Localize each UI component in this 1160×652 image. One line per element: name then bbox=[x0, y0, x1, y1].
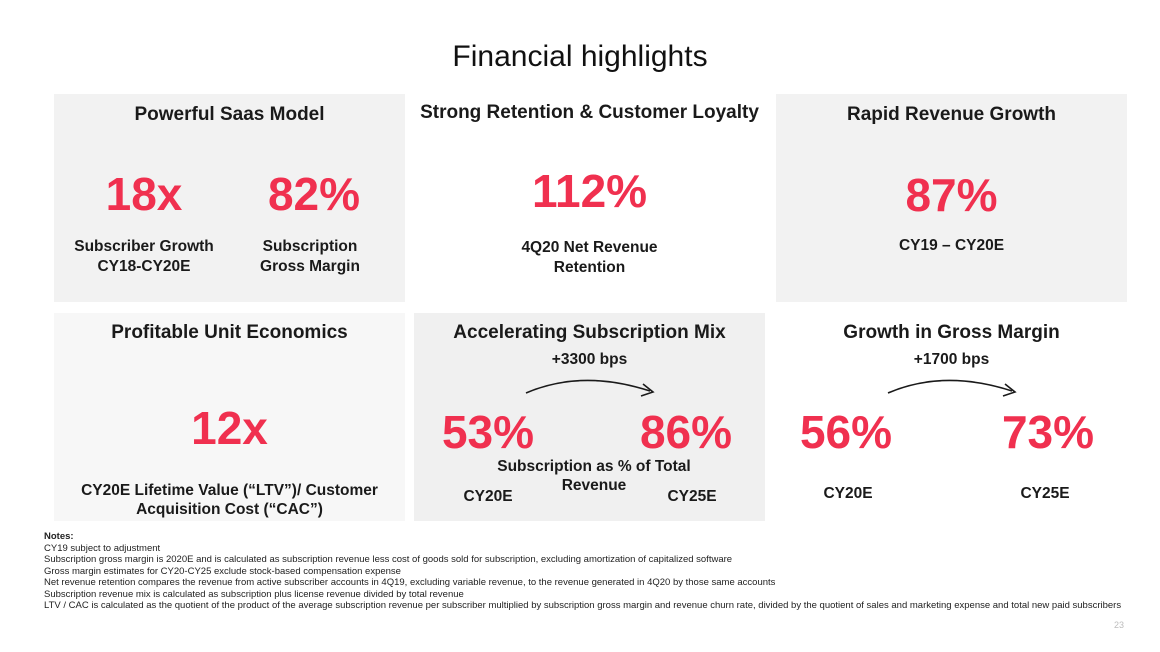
retention-caption-line1: 4Q20 Net Revenue bbox=[521, 239, 658, 256]
margin-delta-label: +1700 bps bbox=[913, 351, 990, 368]
panel-title: Strong Retention & Customer Loyalty bbox=[420, 102, 759, 123]
ltv-cac-caption-line1: CY20E Lifetime Value (“LTV”)/ Customer bbox=[81, 482, 378, 499]
gross-margin-value: 82% bbox=[267, 168, 361, 220]
ltv-cac-value: 12x bbox=[191, 402, 268, 454]
panel-title: Rapid Revenue Growth bbox=[846, 104, 1057, 125]
margin-to-label: CY25E bbox=[1020, 485, 1070, 502]
revenue-growth-caption: CY19 – CY20E bbox=[898, 237, 1005, 254]
mix-to-label: CY25E bbox=[667, 488, 717, 505]
panel-saas-model: Powerful Saas Model 18x Subscriber Growt… bbox=[54, 94, 405, 302]
note-item: Gross margin estimates for CY20-CY25 exc… bbox=[44, 565, 401, 577]
notes-heading: Notes: bbox=[44, 531, 74, 542]
note-item: LTV / CAC is calculated as the quotient … bbox=[44, 600, 1122, 611]
note-item: CY19 subject to adjustment bbox=[44, 542, 161, 554]
page-number: 23 bbox=[1113, 620, 1124, 630]
note-item: Subscription revenue mix is calculated a… bbox=[44, 588, 464, 600]
mix-to-value: 86% bbox=[639, 406, 733, 458]
page-title: Financial highlights bbox=[452, 40, 708, 73]
panel-title: Powerful Saas Model bbox=[134, 104, 325, 125]
margin-arrow-icon bbox=[887, 379, 1017, 397]
panel-revenue-growth: Rapid Revenue Growth 87% CY19 – CY20E bbox=[776, 94, 1127, 302]
net-revenue-retention-value: 112% bbox=[531, 165, 648, 217]
panel-gross-margin-growth: Growth in Gross Margin +1700 bps 56% 73%… bbox=[776, 313, 1127, 521]
gross-margin-caption-line1: Subscription bbox=[262, 238, 358, 255]
panel-subscription-mix: Accelerating Subscription Mix +3300 bps … bbox=[414, 313, 765, 521]
panel-title: Growth in Gross Margin bbox=[843, 322, 1060, 343]
note-item: Net revenue retention compares the reven… bbox=[44, 577, 776, 588]
margin-from-value: 56% bbox=[799, 406, 893, 458]
margin-to-value: 73% bbox=[1001, 406, 1095, 458]
footnotes: Notes: CY19 subject to adjustment Subscr… bbox=[44, 531, 1154, 612]
mix-caption-line1: Subscription as % of Total bbox=[497, 458, 691, 475]
ltv-cac-caption-line2: Acquisition Cost (“CAC”) bbox=[136, 501, 323, 518]
subscriber-growth-caption-line1: Subscriber Growth bbox=[74, 238, 214, 255]
mix-from-label: CY20E bbox=[463, 488, 513, 505]
mix-caption-line2: Revenue bbox=[561, 477, 627, 494]
note-item: Subscription gross margin is 2020E and i… bbox=[44, 554, 733, 565]
mix-arrow-icon bbox=[525, 379, 655, 397]
subscriber-growth-value: 18x bbox=[105, 168, 183, 220]
gross-margin-caption-line2: Gross Margin bbox=[260, 258, 360, 275]
mix-delta-label: +3300 bps bbox=[551, 351, 628, 368]
retention-caption-line2: Retention bbox=[553, 259, 626, 276]
panel-title: Accelerating Subscription Mix bbox=[453, 322, 726, 343]
margin-from-label: CY20E bbox=[823, 485, 873, 502]
panel-unit-economics: Profitable Unit Economics 12x CY20E Life… bbox=[54, 313, 405, 521]
panel-title: Profitable Unit Economics bbox=[111, 322, 348, 343]
revenue-growth-value: 87% bbox=[905, 169, 998, 221]
panel-retention: Strong Retention & Customer Loyalty 112%… bbox=[414, 94, 765, 302]
mix-from-value: 53% bbox=[441, 406, 535, 458]
subscriber-growth-caption-line2: CY18-CY20E bbox=[97, 258, 191, 275]
